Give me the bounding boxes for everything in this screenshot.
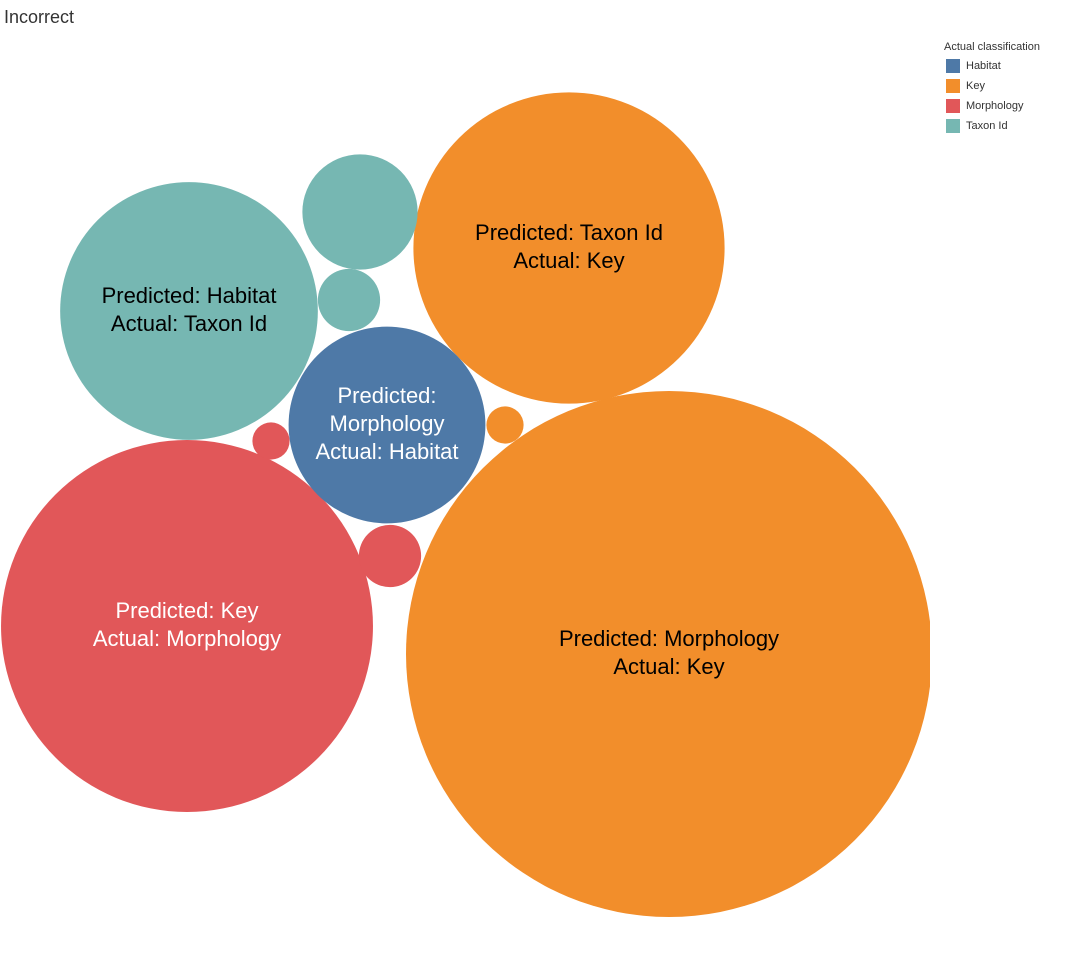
bubble-morphology [358, 524, 422, 588]
bubble-label: Predicted: Key [115, 598, 258, 623]
legend-item-key: Key [944, 76, 1040, 96]
bubble-label: Actual: Habitat [315, 439, 458, 464]
bubble-label: Predicted: [337, 383, 436, 408]
legend-swatch-key [946, 79, 960, 93]
legend-swatch-morphology [946, 99, 960, 113]
bubble-habitat-taxon-id [60, 182, 318, 440]
legend-item-taxon-id: Taxon Id [944, 116, 1040, 136]
bubble-label: Predicted: Habitat [102, 283, 277, 308]
bubble-morphology-key [406, 391, 930, 917]
bubble-taxon-id-key [413, 92, 725, 404]
legend-label-habitat: Habitat [966, 60, 1001, 72]
chart-title: Incorrect [4, 7, 75, 27]
bubble-taxon-id [317, 268, 381, 332]
bubble-key-morphology [1, 440, 373, 812]
bubble-label: Predicted: Morphology [559, 626, 779, 651]
bubble-morphology-habitat [288, 326, 486, 524]
legend-swatch-habitat [946, 59, 960, 73]
bubble-label: Actual: Key [613, 654, 724, 679]
bubble-morphology [252, 422, 290, 460]
legend-swatch-taxon-id [946, 119, 960, 133]
legend-item-habitat: Habitat [944, 56, 1040, 76]
bubble-key [486, 406, 524, 444]
bubble-label: Morphology [330, 411, 445, 436]
legend-label-key: Key [966, 80, 985, 92]
legend-label-morphology: Morphology [966, 100, 1024, 112]
legend: Actual classification Habitat Key Morpho… [944, 41, 1040, 136]
bubble-chart: Predicted: Morphology Actual: Key Predicte… [1, 92, 930, 917]
legend-title: Actual classification [944, 41, 1040, 53]
bubble-label: Actual: Morphology [93, 626, 281, 651]
bubble-label: Actual: Key [513, 248, 624, 273]
bubble-label: Actual: Taxon Id [111, 311, 267, 336]
legend-item-morphology: Morphology [944, 96, 1040, 116]
bubble-taxon-id [302, 154, 418, 270]
bubble-label: Predicted: Taxon Id [475, 220, 663, 245]
legend-label-taxon-id: Taxon Id [966, 120, 1008, 132]
